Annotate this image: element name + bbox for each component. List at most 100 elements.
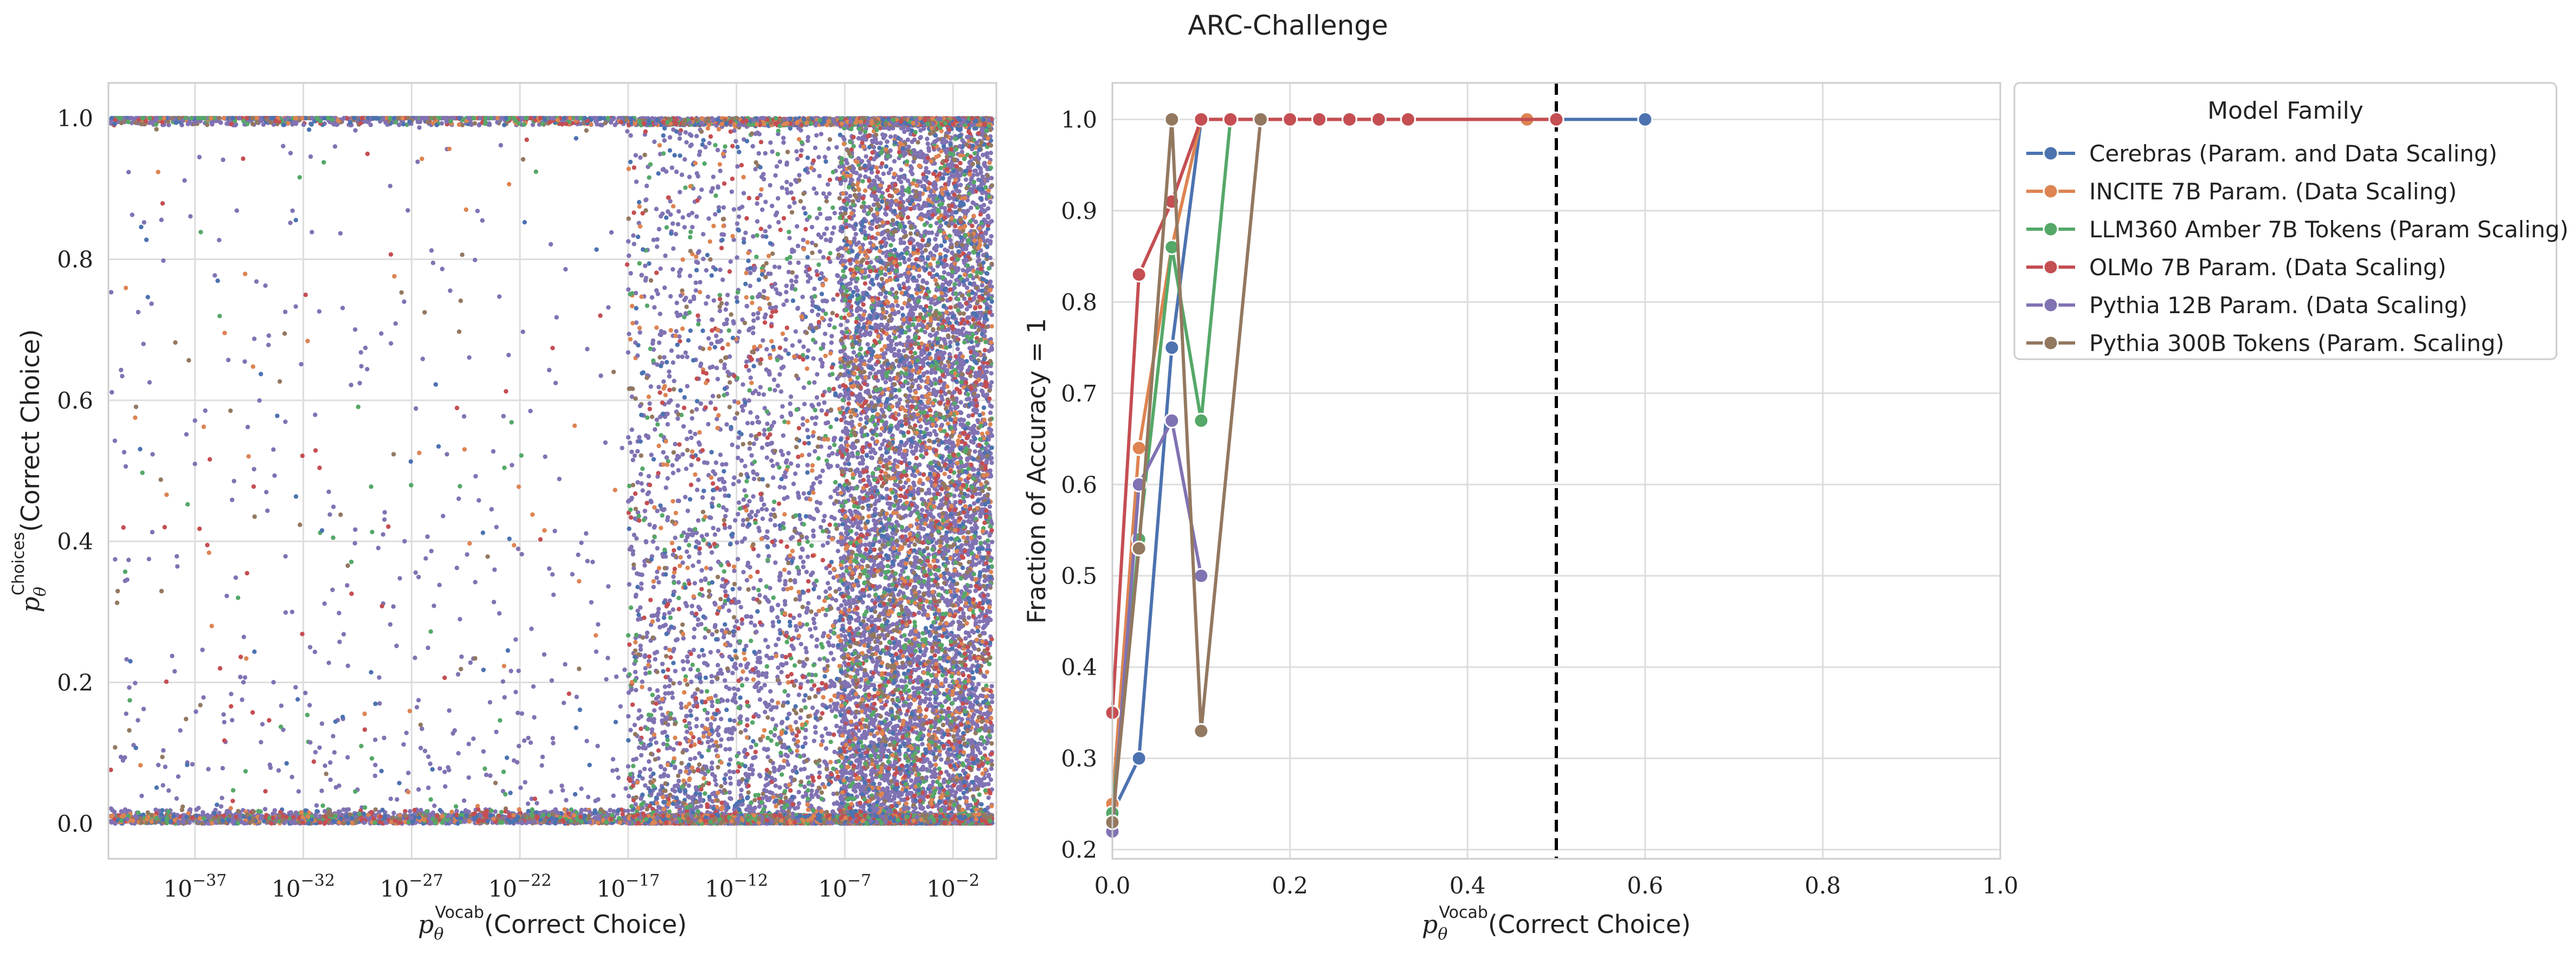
scatter-point: [623, 786, 628, 791]
scatter-point: [943, 677, 948, 682]
scatter-point: [644, 183, 649, 189]
scatter-point: [936, 322, 941, 327]
scatter-point: [905, 178, 911, 183]
scatter-point: [816, 312, 821, 317]
scatter-point: [757, 804, 762, 809]
scatter-point: [701, 653, 706, 658]
scatter-panel: 10−37 10−32 10−27 10−22 10−17 10−12 10−7 10−2 0…: [9, 82, 997, 944]
scatter-point: [665, 422, 670, 427]
scatter-point: [579, 540, 584, 545]
scatter-point: [858, 417, 863, 422]
scatter-point: [692, 635, 697, 640]
scatter-point: [194, 709, 198, 714]
scatter-point: [919, 250, 925, 255]
scatter-point: [635, 449, 640, 454]
scatter-point: [834, 598, 839, 603]
scatter-point: [740, 382, 745, 387]
scatter-point: [939, 757, 944, 762]
scatter-point: [416, 574, 421, 580]
scatter-point: [289, 610, 295, 614]
scatter-point: [801, 344, 806, 349]
scatter-point: [201, 695, 206, 700]
figure-title: ARC-Challenge: [1188, 10, 1388, 41]
scatter-point: [594, 649, 599, 654]
scatter-point: [977, 535, 982, 540]
scatter-point: [692, 756, 698, 761]
scatter-point: [867, 721, 873, 726]
scatter-point: [737, 586, 742, 591]
scatter-point: [640, 679, 645, 684]
scatter-point: [331, 504, 336, 509]
scatter-point: [656, 580, 661, 585]
scatter-point: [772, 264, 777, 269]
scatter-point: [741, 569, 746, 575]
scatter-point: [635, 480, 640, 485]
scatter-point: [456, 751, 461, 756]
scatter-point: [805, 554, 810, 559]
scatter-point: [633, 153, 638, 158]
scatter-point: [817, 173, 822, 179]
scatter-point: [667, 369, 672, 374]
scatter-point: [190, 762, 195, 767]
scatter-point: [628, 728, 633, 733]
scatter-point: [372, 773, 378, 779]
scatter-point: [803, 735, 808, 740]
scatter-point: [925, 137, 930, 141]
scatter-point: [952, 494, 957, 498]
scatter-point: [854, 532, 859, 536]
scatter-point: [806, 601, 811, 606]
scatter-points: [108, 115, 995, 826]
scatter-point: [632, 722, 637, 728]
scatter-point: [751, 331, 756, 335]
scatter-point: [935, 331, 939, 335]
scatter-point: [123, 464, 128, 469]
scatter-point: [734, 295, 739, 300]
scatter-point: [751, 476, 757, 482]
scatter-point: [745, 717, 750, 722]
scatter-point: [711, 526, 716, 530]
scatter-point: [948, 340, 953, 345]
scatter-point: [687, 174, 692, 179]
scatter-point: [951, 773, 956, 779]
scatter-point: [827, 445, 832, 450]
scatter-point: [174, 796, 179, 801]
scatter-point: [906, 257, 912, 262]
scatter-point: [715, 147, 720, 153]
scatter-point: [822, 298, 828, 303]
scatter-point: [772, 733, 777, 738]
scatter-point: [787, 204, 792, 209]
scatter-point: [750, 144, 755, 149]
scatter-point: [616, 775, 621, 780]
scatter-point: [743, 728, 748, 733]
scatter-point: [628, 440, 633, 445]
scatter-point: [633, 516, 637, 521]
scatter-point: [653, 427, 658, 432]
scatter-point: [680, 354, 685, 359]
scatter-point: [672, 379, 677, 384]
scatter-point: [776, 665, 781, 670]
scatter-point: [882, 438, 887, 443]
scatter-point: [764, 507, 769, 512]
scatter-point: [730, 671, 735, 676]
scatter-point: [648, 767, 653, 772]
scatter-point: [880, 442, 885, 447]
scatter-point: [283, 419, 288, 424]
scatter-point: [420, 357, 425, 361]
scatter-point: [755, 414, 760, 420]
scatter-point: [989, 766, 994, 772]
scatter-point: [226, 358, 231, 362]
scatter-point: [222, 720, 227, 725]
scatter-point: [468, 660, 473, 665]
scatter-point: [217, 238, 222, 243]
scatter-point: [817, 249, 822, 254]
scatter-point: [192, 418, 197, 423]
scatter-point: [744, 578, 750, 583]
scatter-point: [755, 201, 759, 206]
scatter-point: [331, 734, 336, 738]
scatter-point: [147, 380, 152, 385]
scatter-point: [704, 301, 709, 306]
scatter-point: [776, 602, 781, 607]
scatter-point: [808, 627, 813, 632]
scatter-point: [498, 142, 503, 148]
